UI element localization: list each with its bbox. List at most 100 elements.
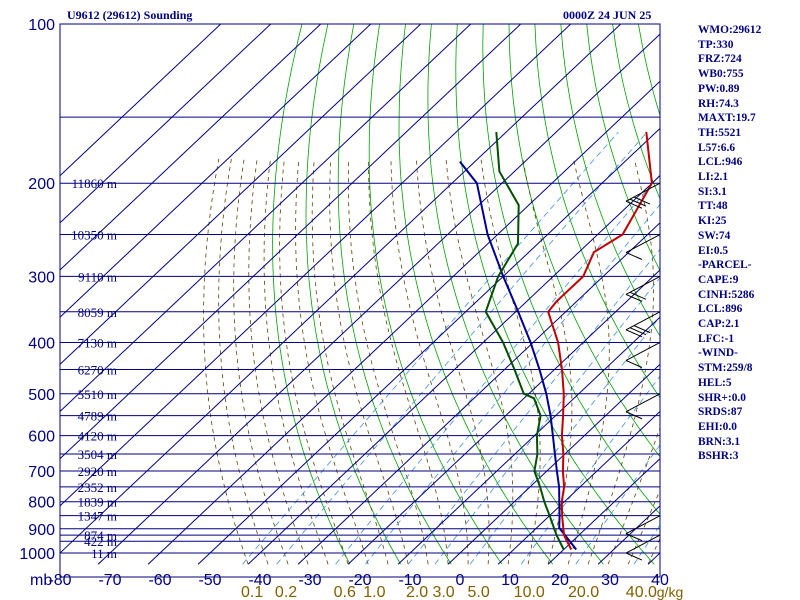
mixing-ratio-label: 0.2 (275, 584, 297, 600)
moist-adiabat-line (233, 158, 289, 565)
index-item: TT:48 (698, 200, 728, 213)
mixing-ratio-label: 2.0 (406, 584, 428, 600)
temperature-tick-label: 20 (551, 572, 569, 589)
height-label: 11 m (91, 546, 117, 561)
isotherm-line (60, 24, 522, 460)
index-item: STM:259/8 (698, 362, 753, 375)
pressure-tick-label: 300 (28, 269, 55, 286)
wind-barb-staff (625, 393, 661, 413)
pressure-unit-label: mb (30, 572, 52, 589)
mixing-ratio-labels: 0.1 0.2 0.6 1.0 2.0 3.0 5.0 10.0 20.0 40.0 g/kg (241, 584, 683, 600)
temperature-line (547, 131, 653, 550)
height-label: 9110 m (78, 269, 117, 284)
temperature-tick-label: 30 (601, 572, 619, 589)
temperature-tick-label: -50 (198, 572, 221, 589)
wind-barb-flag (625, 329, 643, 338)
temperature-tick-label: 0 (456, 572, 465, 589)
moist-adiabat-line (329, 158, 409, 565)
index-item: SRDS:87 (698, 406, 743, 419)
index-item: RH:74.3 (698, 97, 739, 110)
moist-adiabat-line (445, 158, 514, 565)
wind-barb-flag (629, 291, 647, 300)
height-label: 6270 m (78, 363, 117, 378)
mixing-ratio-unit-label: g/kg (657, 584, 683, 600)
moist-adiabat-line (567, 158, 610, 565)
height-label: 1839 m (78, 495, 117, 510)
wind-barb-staff (625, 234, 661, 253)
moist-adiabat-line (279, 158, 349, 565)
wind-barb-staff (625, 342, 661, 361)
temperature-tick-label: -30 (298, 572, 321, 589)
index-item: WB0:755 (698, 68, 744, 81)
wind-barb-flag (633, 325, 651, 334)
pressure-tick-label: 200 (28, 176, 55, 193)
wind-barbs (625, 182, 661, 561)
temperature-tick-label: -80 (48, 572, 71, 589)
index-item: -PARCEL- (698, 259, 752, 272)
moist-adiabat-line (607, 426, 660, 565)
isotherm-line (97, 33, 660, 565)
index-item: CAPE:9 (698, 273, 739, 286)
height-label: 2352 m (78, 480, 117, 495)
index-item: LI:2.1 (698, 171, 729, 184)
wind-barb-staff (625, 182, 661, 202)
temperature-tick-label: -70 (98, 572, 121, 589)
pressure-tick-label: 100 (28, 17, 55, 34)
temperature-tick-labels: -80 -70 -60 -50 -40 -30 -20 -10 0 10 20 30 40 (48, 572, 669, 589)
index-item: TH:5521 (698, 126, 742, 139)
mixing-ratio-label: 3.0 (432, 584, 454, 600)
pressure-tick-label: 600 (28, 429, 55, 446)
pressure-tick-label: 1000 (19, 546, 55, 563)
moist-adiabat-line (390, 158, 469, 565)
height-label: 8059 m (78, 305, 117, 320)
moist-adiabat-line (311, 158, 389, 565)
temperature-tick-label: 40 (651, 572, 669, 589)
height-label: 5510 m (78, 387, 117, 402)
height-label: 1347 m (78, 509, 117, 524)
index-item: HEL:5 (698, 376, 732, 389)
temperature-tick-label: 10 (501, 572, 519, 589)
index-item: EHI:0.0 (698, 420, 737, 433)
index-item: MAXT:19.7 (698, 112, 756, 125)
wind-barb-flag (625, 252, 643, 260)
index-item: LFC:-1 (698, 332, 735, 345)
isotherm-line (60, 24, 222, 177)
dewpoint-line (484, 131, 565, 550)
temperature-trace (547, 131, 653, 550)
plot-background (60, 24, 660, 577)
moist-adiabat-line (203, 158, 249, 565)
height-label: 7130 m (78, 335, 117, 350)
pressure-tick-label: 500 (28, 387, 55, 404)
pressure-tick-label: 900 (28, 522, 55, 539)
index-item: BSHR:3 (698, 450, 739, 463)
temperature-tick-label: -10 (398, 572, 421, 589)
isotherm-line (60, 24, 422, 366)
pressure-tick-label: 700 (28, 464, 55, 481)
isotherm-line (60, 24, 472, 413)
index-item: L57:6.6 (698, 141, 736, 154)
isotherm-line (547, 457, 660, 565)
height-label: 3504 m (78, 447, 117, 462)
isotherm-line (347, 269, 660, 565)
wind-barb-flag (629, 198, 647, 207)
isotherms (60, 24, 660, 565)
index-item: FRZ:724 (698, 53, 742, 66)
moist-adiabat-line (263, 158, 329, 565)
index-item: -WIND- (698, 347, 738, 360)
mixing-ratio-label: 5.0 (467, 584, 489, 600)
wind-barb-flag (625, 411, 643, 420)
wind-barb-flag (633, 196, 651, 205)
mixing-ratio-label: 1.0 (363, 584, 385, 600)
moist-adiabat-line (295, 158, 369, 565)
index-item: LCL:896 (698, 303, 743, 316)
temperature-tick-label: -20 (348, 572, 371, 589)
height-label: 4789 m (78, 409, 117, 424)
index-item: PW:0.89 (698, 82, 740, 95)
isotherm-line (60, 24, 622, 554)
mixing-ratio-label: 20.0 (568, 584, 599, 600)
wind-barb-flag (625, 360, 643, 368)
observation-time: 0000Z 24 JUN 25 (563, 8, 652, 22)
height-label: 10350 m (71, 228, 117, 243)
